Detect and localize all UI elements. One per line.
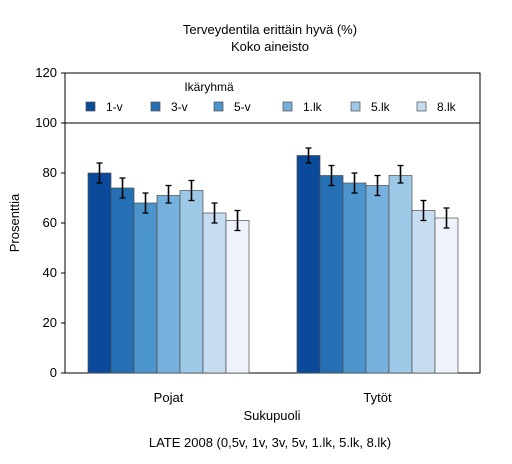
- legend-item: 8.lk: [416, 100, 457, 114]
- legend-label: 5-v: [234, 100, 251, 114]
- legend-label: 1.lk: [303, 100, 323, 114]
- legend-label: 1-v: [106, 100, 123, 114]
- legend-swatch: [416, 101, 427, 112]
- bar: [133, 202, 158, 374]
- error-bar: [188, 179, 195, 202]
- error-bar: [96, 162, 103, 184]
- error-bar: [351, 172, 358, 194]
- bar: [110, 187, 135, 374]
- x-tick-label: Tytöt: [363, 390, 392, 405]
- y-tick-label: 60: [43, 215, 57, 230]
- error-bar: [328, 164, 335, 187]
- legend-label: 3-v: [171, 100, 188, 114]
- legend-label: 5.lk: [371, 100, 391, 114]
- legend-swatch: [282, 101, 293, 112]
- y-tick-label: 20: [43, 315, 57, 330]
- legend-swatch: [150, 101, 161, 112]
- error-bar: [397, 164, 404, 184]
- y-tick-label: 80: [43, 165, 57, 180]
- legend-item: 5-v: [213, 100, 251, 114]
- error-bar: [305, 147, 312, 164]
- bar: [365, 185, 390, 374]
- bar: [156, 195, 181, 374]
- y-tick-label: 120: [35, 65, 57, 80]
- bar: [434, 217, 459, 374]
- error-bar: [374, 174, 381, 197]
- legend-swatch: [85, 101, 96, 112]
- error-bar: [142, 192, 149, 214]
- bar: [225, 220, 250, 374]
- x-tick-label: Pojat: [154, 390, 184, 405]
- error-bar: [119, 177, 126, 199]
- bar: [342, 182, 367, 374]
- chart-title: Terveydentila erittäin hyvä (%): [183, 22, 357, 37]
- x-axis-label: Sukupuoli: [243, 408, 300, 423]
- bar: [87, 172, 112, 374]
- y-tick-label: 100: [35, 115, 57, 130]
- legend-title: Ikäryhmä: [184, 80, 234, 94]
- error-bar: [234, 209, 241, 232]
- y-tick-label: 40: [43, 265, 57, 280]
- bar: [319, 175, 344, 374]
- legend-item: 3-v: [150, 100, 188, 114]
- y-axis-label: Prosenttia: [7, 193, 22, 252]
- legend-item: 1-v: [85, 100, 123, 114]
- legend-item: 1.lk: [282, 100, 323, 114]
- legend-item: 5.lk: [350, 100, 391, 114]
- legend-swatch: [350, 101, 361, 112]
- bar: [411, 210, 436, 374]
- y-tick-label: 0: [50, 365, 57, 380]
- error-bar: [165, 184, 172, 204]
- legend-swatch: [213, 101, 224, 112]
- error-bar: [211, 202, 218, 224]
- bars: Pojat Tytöt: [87, 147, 459, 405]
- chart-caption: LATE 2008 (0,5v, 1v, 3v, 5v, 1.lk, 5.lk,…: [149, 435, 391, 450]
- y-axis: 0 20 40 60 80 100 120: [35, 65, 65, 380]
- bar: [296, 155, 321, 374]
- bar: [388, 175, 413, 374]
- legend-label: 8.lk: [437, 100, 457, 114]
- legend: Ikäryhmä 1-v 3-v 5-v 1.lk 5.lk 8.lk: [85, 80, 457, 114]
- bar: [202, 212, 227, 374]
- error-bar: [420, 199, 427, 222]
- bar: [179, 190, 204, 374]
- error-bar: [443, 207, 450, 229]
- chart-subtitle: Koko aineisto: [231, 39, 309, 54]
